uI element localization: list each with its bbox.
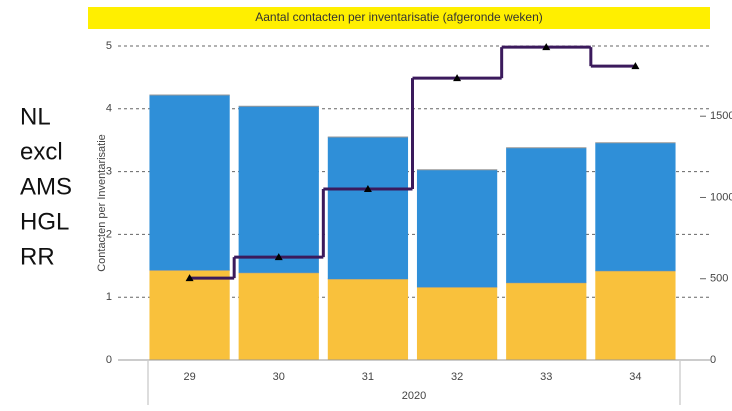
line-marker: [274, 253, 283, 261]
bar: [238, 106, 319, 273]
line-marker: [453, 74, 462, 82]
title-bar: [88, 7, 710, 29]
bar: [595, 270, 676, 360]
y-axis-title: Contacten per Inventarisatie: [96, 134, 108, 272]
side-annotation: NL: [20, 103, 51, 130]
y2-tick-label: 1000: [710, 191, 732, 203]
chart-title: Aantal contacten per inventarisatie (afg…: [255, 10, 543, 24]
x-tick-label: 32: [451, 371, 463, 383]
y2-tick-label: 0: [710, 354, 716, 366]
y-tick-label: 1: [106, 291, 112, 303]
y-tick-label: 4: [106, 103, 112, 115]
x-tick-label: 30: [273, 371, 285, 383]
x-tick-label: 33: [540, 371, 552, 383]
bar: [595, 142, 676, 271]
x-tick-label: 34: [629, 371, 641, 383]
line-marker: [363, 185, 372, 193]
bar: [416, 169, 498, 288]
y2-tick-label: 1500: [710, 110, 732, 122]
side-annotation: excl: [20, 138, 63, 165]
y-tick-label: 2: [106, 228, 112, 240]
y-tick-label: 0: [106, 354, 112, 366]
y-tick-label: 3: [106, 166, 112, 178]
line-marker: [185, 274, 194, 282]
y-tick-label: 5: [106, 40, 112, 52]
x-tick-label: 29: [183, 371, 195, 383]
x-tick-label: 31: [362, 371, 374, 383]
line-marker: [542, 43, 551, 51]
side-annotation: HGL: [20, 208, 69, 235]
line-marker: [631, 62, 640, 70]
side-annotation: AMS: [20, 173, 72, 200]
y2-tick-label: 500: [710, 273, 728, 285]
x-axis-title: 2020: [402, 390, 426, 402]
bar: [416, 287, 498, 360]
bar: [506, 282, 587, 360]
bar: [506, 147, 587, 283]
bar: [149, 270, 230, 360]
bar: [327, 137, 409, 279]
bar: [327, 278, 409, 360]
bar: [149, 94, 230, 271]
bar: [238, 272, 319, 360]
side-annotation: RR: [20, 243, 55, 270]
